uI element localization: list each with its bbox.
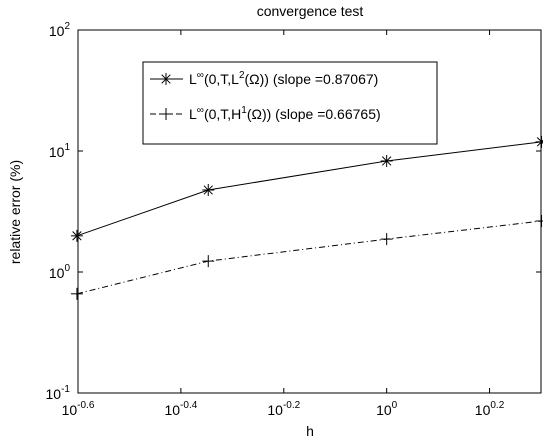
x-tick-label-exponent: -0.2 [283, 400, 301, 411]
marker [202, 184, 215, 197]
x-tick-label-exponent: -0.6 [77, 400, 95, 411]
legend-label-part: (Ω)) (slope =0.66765) [247, 106, 381, 122]
x-axis-label: h [306, 423, 314, 439]
legend-label: L∞(0,T,L2(Ω)) (slope =0.87067) [189, 70, 378, 87]
marker-stroke [161, 74, 171, 84]
y-tick-label-exponent: 0 [64, 263, 70, 274]
x-tick-label: 10-0.2 [267, 400, 300, 418]
y-tick-label-base: 10 [49, 23, 65, 39]
series-line [76, 141, 542, 237]
x-tick-label-base: 10 [267, 402, 283, 418]
legend-label-part: 1 [241, 105, 247, 116]
x-tick-label-base: 10 [475, 402, 491, 418]
marker-stroke [72, 231, 82, 241]
x-tick-label-exponent: -0.4 [180, 400, 198, 411]
marker [160, 108, 172, 120]
legend-label-part: L [189, 106, 197, 122]
x-tick-label-base: 10 [376, 402, 392, 418]
marker [380, 233, 393, 246]
y-tick-label-exponent: 2 [64, 21, 70, 32]
legend-label-part: (Ω)) (slope =0.87067) [245, 71, 379, 87]
marker [70, 229, 83, 242]
x-tick-label: 10-0.6 [62, 400, 95, 418]
marker-stroke [536, 139, 543, 147]
marker [380, 154, 393, 167]
y-axis-label: relative error (%) [7, 160, 23, 264]
legend-label-part: ∞ [197, 105, 204, 116]
y-tick-label-base: 10 [49, 144, 65, 160]
chart-title: convergence test [257, 3, 364, 19]
legend-label-part: 2 [239, 70, 245, 81]
series-line [76, 220, 542, 295]
legend-box [142, 61, 438, 145]
plot-frame [77, 29, 542, 394]
x-tick-label-base: 10 [164, 402, 180, 418]
y-tick-label-base: 10 [46, 386, 62, 402]
x-tick-label: 10-0.4 [164, 400, 197, 418]
y-tick-label: 100 [49, 263, 71, 281]
y-tick-label: 10-1 [46, 384, 71, 402]
legend-label: L∞(0,T,H1(Ω)) (slope =0.66765) [189, 105, 381, 122]
marker [160, 73, 172, 85]
y-tick-label-exponent: -1 [61, 384, 70, 395]
legend-label-part: (0,T,L [204, 71, 239, 87]
legend-label-part: (0,T,H [204, 106, 241, 122]
legend-label-part: ∞ [197, 70, 204, 81]
y-tick-label-exponent: 1 [64, 142, 70, 153]
y-tick-label: 102 [49, 21, 71, 39]
marker [535, 135, 543, 148]
x-tick-label: 100.2 [475, 400, 505, 418]
y-tick-label-base: 10 [49, 265, 65, 281]
marker [535, 214, 543, 227]
marker [202, 255, 215, 268]
y-tick-label: 101 [49, 142, 71, 160]
x-tick-label: 100 [376, 400, 398, 418]
marker-stroke [381, 156, 392, 166]
marker [70, 287, 83, 300]
x-tick-label-base: 10 [62, 402, 78, 418]
x-tick-label-exponent: 0 [392, 400, 398, 411]
legend-label-part: L [189, 71, 197, 87]
marker-stroke [203, 185, 213, 195]
x-tick-label-exponent: 0.2 [490, 400, 504, 411]
